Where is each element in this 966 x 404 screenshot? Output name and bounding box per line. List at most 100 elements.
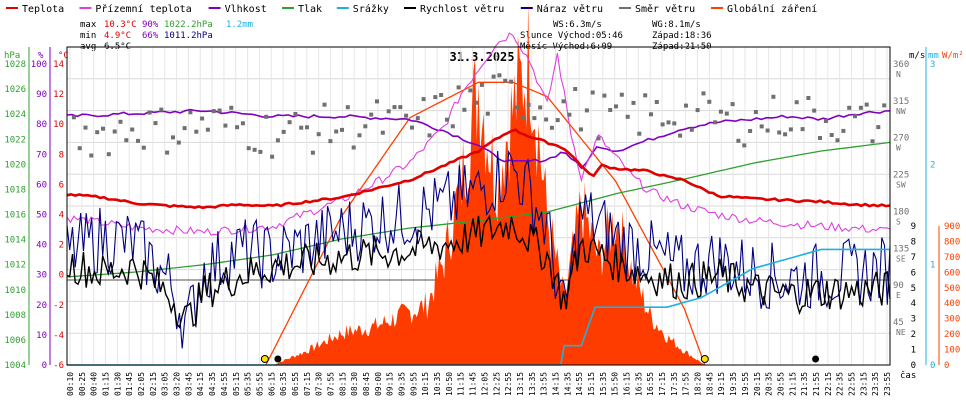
x-tick-12: 04:35 xyxy=(208,372,217,396)
wind-dir-point-131 xyxy=(835,138,840,143)
wind-dir-point-9 xyxy=(124,138,129,143)
wind-dir-point-30 xyxy=(246,146,251,151)
wind-dir-point-72 xyxy=(491,74,496,79)
wind-dir-point-58 xyxy=(410,125,414,130)
deg-tick-5: 135 xyxy=(893,244,909,254)
wind-dir-point-80 xyxy=(538,105,543,110)
deg-tick-1: 315 xyxy=(893,97,909,107)
x-tick-20: 07:15 xyxy=(303,372,312,396)
clear-sky-line xyxy=(265,81,706,366)
wind-dir-point-15 xyxy=(159,107,164,112)
wind-dir-point-34 xyxy=(270,154,275,159)
x-tick-10: 03:45 xyxy=(184,372,193,396)
ms-tick-2: 7 xyxy=(911,253,916,263)
pct-tick-4: 60 xyxy=(36,180,47,190)
wind-dir-point-132 xyxy=(841,128,846,133)
x-tick-3: 01:15 xyxy=(102,372,111,396)
x-tick-7: 02:15 xyxy=(149,372,158,396)
wind-dir-point-90 xyxy=(596,136,601,141)
wind-dir-point-3 xyxy=(89,153,94,158)
wind-dir-point-107 xyxy=(695,108,700,113)
hpa-tick-4: 1020 xyxy=(4,160,26,170)
x-tick-62: 21:35 xyxy=(800,372,809,396)
wm-tick-6: 300 xyxy=(944,315,960,325)
stat-min-hum: 66% xyxy=(142,31,159,41)
wind-dir-point-84 xyxy=(561,99,566,104)
wind-dir-point-39 xyxy=(299,125,304,130)
ms-tick-9: 0 xyxy=(911,361,916,371)
wind-dir-point-98 xyxy=(643,93,648,98)
ms-tick-7: 2 xyxy=(911,330,916,340)
wm-unit: W/m² xyxy=(942,51,964,61)
x-tick-65: 22:35 xyxy=(836,372,845,396)
hpa-tick-5: 1018 xyxy=(4,185,26,195)
x-tick-58: 20:15 xyxy=(753,372,762,396)
pct-tick-0: 100 xyxy=(31,60,47,70)
mm-unit: mm xyxy=(928,51,939,61)
wind-dir-point-74 xyxy=(503,78,508,83)
legend-label-4: Srážky xyxy=(353,3,389,15)
x-tick-44: 15:15 xyxy=(587,372,596,396)
x-tick-6: 02:05 xyxy=(137,372,146,396)
wind-dir-point-24 xyxy=(211,109,216,114)
wind-dir-point-94 xyxy=(619,92,624,97)
x-tick-57: 19:55 xyxy=(741,372,750,396)
wind-dir-point-31 xyxy=(252,147,257,152)
wind-dir-point-25 xyxy=(217,108,222,113)
wind-dir-point-103 xyxy=(672,121,677,126)
wind-dir-point-37 xyxy=(287,120,292,125)
wind-dir-point-93 xyxy=(614,104,618,109)
wind-speed-line xyxy=(66,214,891,329)
hpa-tick-9: 1010 xyxy=(4,286,26,296)
wind-dir-point-51 xyxy=(369,112,374,117)
wind-dir-point-82 xyxy=(549,125,554,130)
wind-dir-point-125 xyxy=(800,127,805,132)
wind-dir-point-112 xyxy=(724,111,729,116)
wind-dir-point-130 xyxy=(829,133,834,137)
chart-title: 31.3.2025 xyxy=(449,50,514,64)
ms-tick-5: 4 xyxy=(911,299,916,309)
x-tick-63: 21:55 xyxy=(812,372,821,396)
wind-dir-point-116 xyxy=(748,129,753,133)
temperature-line xyxy=(66,128,891,210)
wind-dir-point-77 xyxy=(520,115,525,120)
x-tick-40: 13:55 xyxy=(540,372,549,396)
wind-dir-point-1 xyxy=(77,146,82,151)
x-tick-5: 01:45 xyxy=(125,372,134,396)
wind-dir-point-122 xyxy=(783,132,788,137)
wind-dir-point-70 xyxy=(479,82,484,87)
deg-dir-1: NW xyxy=(896,107,906,116)
ms-tick-3: 6 xyxy=(911,268,916,278)
wind-dir-point-87 xyxy=(579,127,583,132)
wind-dir-point-121 xyxy=(777,130,782,135)
wind-dir-point-95 xyxy=(625,114,630,119)
wind-dir-point-114 xyxy=(736,138,741,143)
x-tick-1: 00:25 xyxy=(78,372,87,396)
wm-tick-8: 100 xyxy=(944,346,960,356)
x-tick-41: 14:15 xyxy=(551,372,560,396)
x-tick-55: 19:15 xyxy=(717,372,726,396)
wm-tick-9: 0 xyxy=(944,361,949,371)
temp-tick-3: 8 xyxy=(59,150,64,160)
ms-tick-6: 3 xyxy=(911,315,916,325)
pct-tick-6: 40 xyxy=(36,241,47,251)
x-tick-29: 09:55 xyxy=(409,372,418,396)
legend-label-7: Směr větru xyxy=(635,3,695,15)
x-tick-51: 17:35 xyxy=(670,372,679,396)
wind-dir-point-138 xyxy=(876,125,881,130)
wm-tick-3: 600 xyxy=(944,268,960,278)
wind-dir-point-19 xyxy=(182,126,187,131)
x-tick-59: 20:35 xyxy=(765,372,774,396)
wind-dir-point-17 xyxy=(171,135,175,140)
temp-tick-0: 14 xyxy=(53,60,64,70)
deg-tick-4: 180 xyxy=(893,207,909,217)
wm-tick-4: 500 xyxy=(944,284,960,294)
x-tick-36: 12:25 xyxy=(492,372,501,396)
wind-dir-point-96 xyxy=(631,100,636,105)
x-tick-0: 00:10 xyxy=(66,372,75,396)
mm-tick-1: 2 xyxy=(930,160,935,170)
wind-dir-point-123 xyxy=(788,127,793,132)
wind-dir-point-0 xyxy=(71,115,76,120)
x-tick-68: 23:35 xyxy=(871,372,880,396)
x-tick-39: 13:35 xyxy=(528,372,537,396)
